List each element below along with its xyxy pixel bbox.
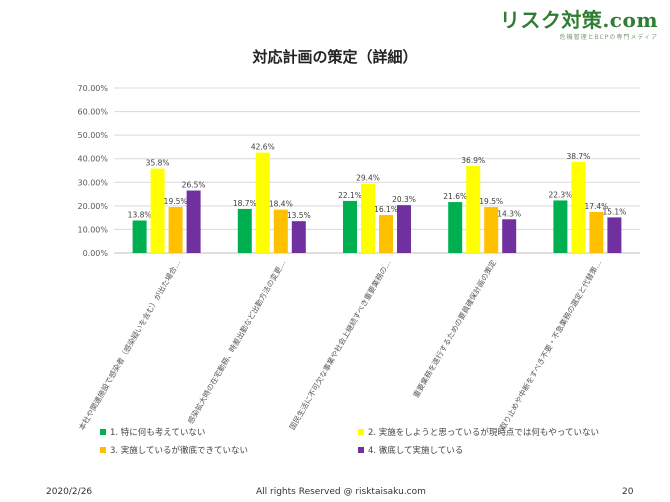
bar	[607, 217, 622, 253]
bar	[132, 220, 147, 253]
bar	[553, 200, 568, 253]
data-label: 22.3%	[548, 190, 572, 199]
legend-label-3: 3. 実施しているが徹底できていない	[110, 446, 249, 456]
bar	[150, 168, 165, 253]
x-category-label: 国民生活に不可欠な事業や社会上継続すべき重要業務の…	[287, 258, 393, 430]
bar	[361, 183, 375, 253]
bar	[502, 219, 517, 253]
bar	[343, 200, 357, 253]
bar	[484, 207, 499, 253]
legend-label-2: 2. 実施をしようと思っているが現時点では何もやっていない	[368, 428, 599, 438]
page-number: 20	[622, 487, 634, 497]
site-logo: リスク対策.com 危機管理とBCPの専門メディア	[500, 4, 658, 41]
footer-date: 2020/2/26	[46, 487, 93, 497]
x-category-label: 感染拡大時の在宅勤務、時差出勤など出勤方法の変更…	[185, 258, 287, 425]
data-label: 19.5%	[479, 197, 503, 206]
legend-swatch-1	[100, 429, 106, 435]
legend-item-2: 2. 実施をしようと思っているが現時点では何もやっていない	[358, 426, 599, 438]
legend-item-1: 1. 特に何も考えていない	[100, 426, 205, 438]
data-label: 35.8%	[146, 159, 170, 168]
data-label: 26.5%	[182, 181, 206, 190]
y-tick-label: 10.00%	[77, 225, 108, 234]
legend-label-4: 4. 徹底して実施している	[368, 446, 464, 456]
footer-copyright: All rights Reserved @ risktaisaku.com	[256, 487, 426, 497]
data-label: 13.5%	[287, 211, 311, 220]
y-tick-label: 60.00%	[77, 108, 108, 117]
bar	[448, 202, 463, 253]
y-tick-label: 50.00%	[77, 131, 108, 140]
data-label: 17.4%	[584, 202, 608, 211]
bar	[186, 190, 201, 253]
y-tick-label: 0.00%	[83, 249, 109, 258]
data-label: 22.1%	[338, 191, 362, 200]
bar	[168, 207, 183, 253]
bar	[379, 215, 393, 253]
legend-swatch-2	[358, 429, 364, 435]
bar	[237, 208, 252, 253]
data-label: 13.8%	[128, 210, 152, 219]
bar	[397, 205, 411, 253]
legend-label-1: 1. 特に何も考えていない	[110, 428, 206, 438]
legend-swatch-3	[100, 447, 106, 453]
x-category-label: 重要業務を遂行するための要員確保計画の策定	[411, 258, 499, 400]
data-label: 20.3%	[392, 195, 416, 204]
data-label: 29.4%	[356, 174, 380, 183]
x-category-label: 本社や関連施設で感染者（感染疑いを含む）が出た場合…	[76, 258, 182, 430]
data-label: 42.6%	[251, 143, 275, 152]
data-label: 15.1%	[602, 207, 626, 216]
data-label: 21.6%	[443, 192, 467, 201]
bar	[466, 166, 481, 253]
logo-tagline: 危機管理とBCPの専門メディア	[559, 34, 658, 41]
bar	[255, 152, 270, 253]
y-tick-label: 20.00%	[77, 202, 108, 211]
legend-swatch-4	[358, 447, 364, 453]
bar	[273, 209, 288, 253]
bar	[589, 211, 604, 253]
bar	[291, 221, 306, 253]
data-label: 19.5%	[164, 197, 188, 206]
legend-item-4: 4. 徹底して実施している	[358, 444, 463, 456]
data-label: 36.9%	[461, 156, 485, 165]
bar	[571, 161, 586, 253]
data-label: 18.7%	[233, 199, 257, 208]
chart-title: 対応計画の策定（詳細）	[252, 48, 418, 66]
bar-chart: 0.00% 10.00% 20.00% 30.00% 40.00% 50.00% 60.00…	[76, 84, 640, 430]
data-label: 16.1%	[374, 205, 398, 214]
y-tick-label: 40.00%	[77, 155, 108, 164]
legend-item-3: 3. 実施しているが徹底できていない	[100, 444, 248, 456]
data-label: 14.3%	[497, 209, 521, 218]
data-label: 38.7%	[566, 152, 590, 161]
x-category-label: 取り止めや中断をすべき不要・不急業務の選定と代替策…	[497, 258, 603, 430]
y-tick-label: 30.00%	[77, 178, 108, 187]
logo-text: リスク対策.com	[499, 8, 658, 32]
y-tick-label: 70.00%	[77, 84, 108, 93]
data-label: 18.4%	[269, 200, 293, 209]
